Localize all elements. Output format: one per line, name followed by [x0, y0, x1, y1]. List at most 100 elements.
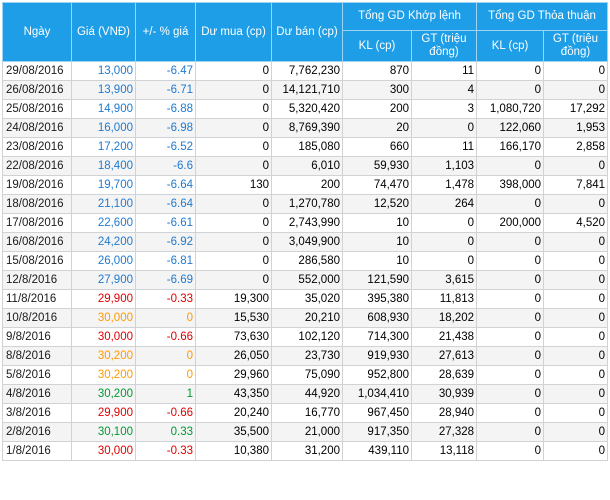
table-row[interactable]: 8/8/2016 30,200 0 26,050 23,730 919,930 27,613… — [2, 346, 609, 366]
cell-sell-surplus: 75,090 — [271, 365, 343, 385]
table-row[interactable]: 12/8/2016 27,900 -6.69 0 552,000 121,590 3,615… — [2, 270, 609, 290]
cell-date: 10/8/2016 — [2, 308, 72, 328]
cell-matched-kl: 608,930 — [342, 308, 412, 328]
table-row[interactable]: 1/8/2016 30,000 -0.33 10,380 31,200 439,110 13… — [2, 441, 609, 461]
cell-date: 29/08/2016 — [2, 61, 72, 81]
cell-buy-surplus: 0 — [195, 156, 272, 176]
table-row[interactable]: 17/08/2016 22,600 -6.61 0 2,743,990 10 0 200,00… — [2, 213, 609, 233]
cell-deal-gt: 0 — [543, 232, 609, 252]
header-date[interactable]: Ngày — [2, 2, 72, 62]
cell-deal-kl: 0 — [476, 61, 545, 81]
cell-deal-kl: 0 — [476, 308, 545, 328]
cell-deal-gt: 0 — [543, 156, 609, 176]
table-row[interactable]: 11/8/2016 29,900 -0.33 19,300 35,020 395,380 1… — [2, 289, 609, 309]
price-history-table-container: Ngày Giá (VNĐ) +/- % giá Dư mua (cp) Dư … — [2, 2, 609, 461]
table-row[interactable]: 2/8/2016 30,100 0.33 35,500 21,000 917,350 27,… — [2, 422, 609, 442]
table-row[interactable]: 22/08/2016 18,400 -6.6 0 6,010 59,930 1,103 0 0 — [2, 156, 609, 176]
cell-date: 26/08/2016 — [2, 80, 72, 100]
cell-deal-kl: 0 — [476, 327, 545, 347]
cell-matched-gt: 21,438 — [410, 327, 478, 347]
header-buy-surplus[interactable]: Dư mua (cp) — [195, 2, 272, 62]
cell-buy-surplus: 0 — [195, 194, 272, 214]
cell-price: 13,900 — [71, 80, 136, 100]
header-deal-group: Tổng GD Thỏa thuận — [476, 2, 609, 31]
cell-change: -6.69 — [135, 270, 196, 290]
cell-matched-kl: 300 — [342, 80, 412, 100]
table-row[interactable]: 29/08/2016 13,000 -6.47 0 7,762,230 870 11 0 0 — [2, 61, 609, 81]
cell-matched-kl: 967,450 — [342, 403, 412, 423]
cell-change: -6.52 — [135, 137, 196, 157]
header-deal-gt[interactable]: GT (triệu đồng) — [543, 30, 609, 62]
cell-matched-kl: 952,800 — [342, 365, 412, 385]
cell-deal-kl: 0 — [476, 80, 545, 100]
cell-change: 1 — [135, 384, 196, 404]
cell-buy-surplus: 0 — [195, 270, 272, 290]
cell-deal-gt: 7,841 — [543, 175, 609, 195]
cell-sell-surplus: 31,200 — [271, 441, 343, 461]
cell-price: 17,200 — [71, 137, 136, 157]
cell-sell-surplus: 1,270,780 — [271, 194, 343, 214]
cell-deal-gt: 0 — [543, 308, 609, 328]
cell-date: 2/8/2016 — [2, 422, 72, 442]
cell-deal-gt: 0 — [543, 251, 609, 271]
header-matched-kl[interactable]: KL (cp) — [342, 30, 412, 62]
cell-date: 11/8/2016 — [2, 289, 72, 309]
header-sell-surplus[interactable]: Dư bán (cp) — [271, 2, 343, 62]
table-row[interactable]: 19/08/2016 19,700 -6.64 130 200 74,470 1,478 39… — [2, 175, 609, 195]
cell-change: 0.33 — [135, 422, 196, 442]
table-row[interactable]: 4/8/2016 30,200 1 43,350 44,920 1,034,410 30,9… — [2, 384, 609, 404]
cell-matched-kl: 870 — [342, 61, 412, 81]
cell-matched-gt: 11 — [410, 61, 478, 81]
cell-matched-gt: 1,103 — [410, 156, 478, 176]
cell-sell-surplus: 102,120 — [271, 327, 343, 347]
cell-date: 15/08/2016 — [2, 251, 72, 271]
cell-matched-kl: 59,930 — [342, 156, 412, 176]
cell-matched-kl: 10 — [342, 251, 412, 271]
cell-date: 18/08/2016 — [2, 194, 72, 214]
header-matched-gt[interactable]: GT (triệu đồng) — [410, 30, 478, 62]
cell-change: -6.64 — [135, 194, 196, 214]
cell-price: 13,000 — [71, 61, 136, 81]
header-change[interactable]: +/- % giá — [135, 2, 196, 62]
cell-matched-gt: 11,813 — [410, 289, 478, 309]
table-row[interactable]: 5/8/2016 30,200 0 29,960 75,090 952,800 28,639… — [2, 365, 609, 385]
cell-deal-gt: 0 — [543, 384, 609, 404]
cell-matched-gt: 0 — [410, 232, 478, 252]
cell-change: -0.33 — [135, 289, 196, 309]
table-row[interactable]: 18/08/2016 21,100 -6.64 0 1,270,780 12,520 264… — [2, 194, 609, 214]
table-row[interactable]: 9/8/2016 30,000 -0.66 73,630 102,120 714,300 2… — [2, 327, 609, 347]
cell-deal-kl: 0 — [476, 289, 545, 309]
cell-change: -0.66 — [135, 403, 196, 423]
table-row[interactable]: 25/08/2016 14,900 -6.88 0 5,320,420 200 3 1,080… — [2, 99, 609, 119]
cell-date: 12/8/2016 — [2, 270, 72, 290]
cell-deal-gt: 0 — [543, 422, 609, 442]
table-row[interactable]: 23/08/2016 17,200 -6.52 0 185,080 660 11 166,17… — [2, 137, 609, 157]
cell-buy-surplus: 0 — [195, 61, 272, 81]
cell-date: 19/08/2016 — [2, 175, 72, 195]
table-row[interactable]: 26/08/2016 13,900 -6.71 0 14,121,710 300 4 0 0 — [2, 80, 609, 100]
cell-change: -6.61 — [135, 213, 196, 233]
cell-deal-kl: 166,170 — [476, 137, 545, 157]
table-row[interactable]: 3/8/2016 29,900 -0.66 20,240 16,770 967,450 28… — [2, 403, 609, 423]
header-price[interactable]: Giá (VNĐ) — [71, 2, 136, 62]
cell-deal-gt: 4,520 — [543, 213, 609, 233]
cell-date: 17/08/2016 — [2, 213, 72, 233]
cell-change: -0.33 — [135, 441, 196, 461]
cell-deal-gt: 0 — [543, 346, 609, 366]
cell-buy-surplus: 0 — [195, 80, 272, 100]
table-row[interactable]: 24/08/2016 16,000 -6.98 0 8,769,390 20 0 122,06… — [2, 118, 609, 138]
table-row[interactable]: 16/08/2016 24,200 -6.92 0 3,049,900 10 0 0 0 — [2, 232, 609, 252]
cell-price: 30,200 — [71, 384, 136, 404]
cell-matched-gt: 1,478 — [410, 175, 478, 195]
cell-matched-kl: 12,520 — [342, 194, 412, 214]
cell-change: -6.64 — [135, 175, 196, 195]
cell-sell-surplus: 5,320,420 — [271, 99, 343, 119]
cell-change: -6.71 — [135, 80, 196, 100]
table-row[interactable]: 10/8/2016 30,000 0 15,530 20,210 608,930 18,20… — [2, 308, 609, 328]
cell-matched-gt: 0 — [410, 118, 478, 138]
table-row[interactable]: 15/08/2016 26,000 -6.81 0 286,580 10 0 0 0 — [2, 251, 609, 271]
header-deal-kl[interactable]: KL (cp) — [476, 30, 545, 62]
cell-matched-kl: 10 — [342, 232, 412, 252]
table-header: Ngày Giá (VNĐ) +/- % giá Dư mua (cp) Dư … — [2, 2, 609, 62]
cell-date: 25/08/2016 — [2, 99, 72, 119]
